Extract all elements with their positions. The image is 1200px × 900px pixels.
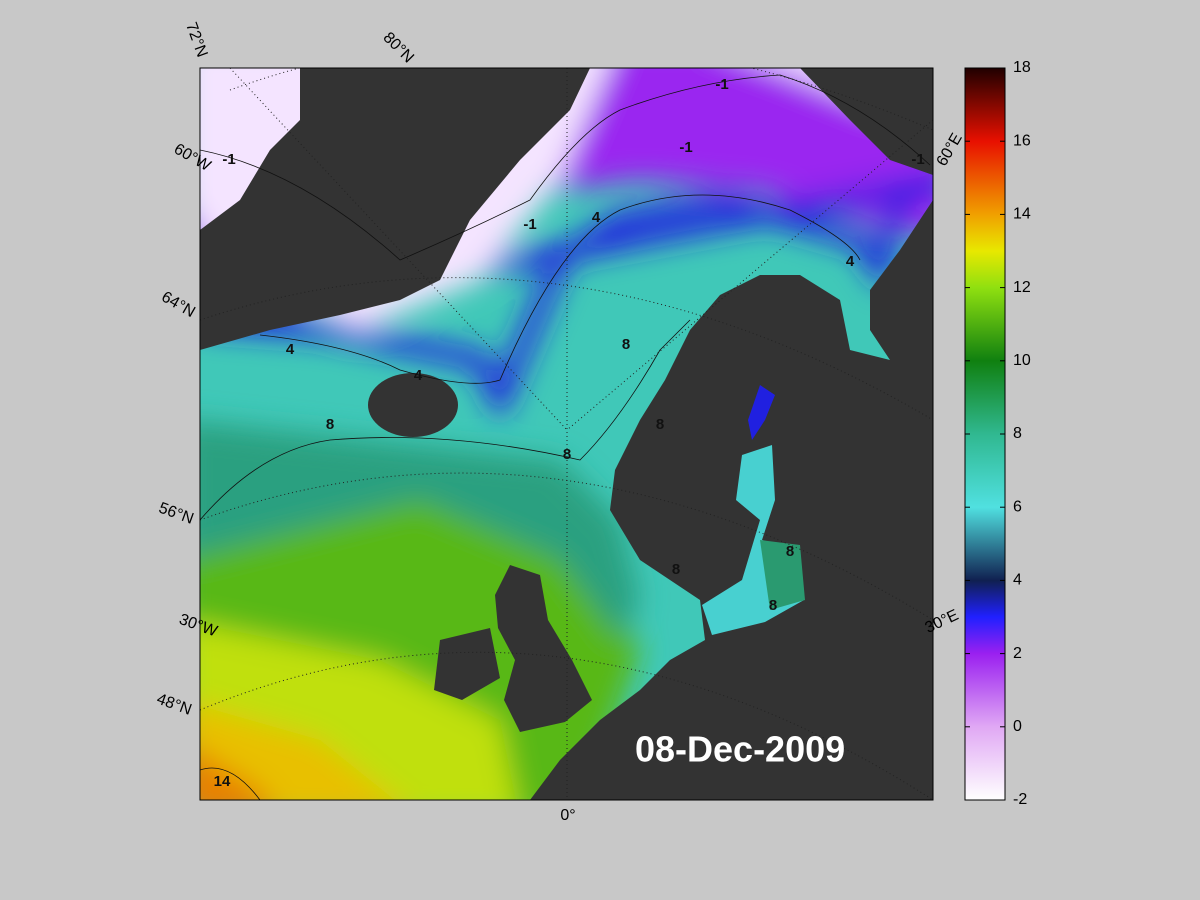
contour-label: 4 [592,209,601,226]
contour-label: 14 [214,773,231,790]
colorbar-tick-label: 6 [1013,498,1022,515]
graticule-label: 0° [560,807,575,824]
graticule-label: 64°N [158,288,197,321]
colorbar-tick-label: 16 [1013,132,1031,149]
contour-label: -1 [911,151,924,168]
colorbar-tick-label: 18 [1013,59,1031,76]
contour-label: 4 [286,341,295,358]
land [200,68,933,800]
contour-label: 8 [622,336,630,353]
contour-label: -1 [715,76,728,93]
contour-label: -1 [523,216,536,233]
colorbar-tick-label: -2 [1013,791,1027,808]
contour-label: 8 [786,543,794,560]
colorbar-tick-label: 4 [1013,572,1022,589]
contour-label: 8 [326,416,334,433]
contour-label: -1 [222,151,235,168]
contour-label: 4 [846,253,855,270]
contour-label: 4 [414,367,423,384]
graticule-label: 56°N [156,500,195,528]
gulf-of-bothnia [748,385,775,440]
map-area [200,68,933,800]
baltic-basin [760,540,805,610]
date-label: 08-Dec-2009 [635,729,845,770]
graticule-label: 72°N [182,20,210,59]
graticule-label: 60°E [934,131,966,170]
contour-label: 8 [672,561,680,578]
colorbar-tick-label: 10 [1013,352,1031,369]
colorbar-tick-label: 2 [1013,645,1022,662]
colorbar-tick-label: 12 [1013,279,1031,296]
contour-label: -1 [679,139,692,156]
colorbar [964,67,1006,801]
map-frame [199,67,934,801]
colorbar-tick-label: 8 [1013,425,1022,442]
graticule-label: 48°N [154,691,193,719]
contour-label: 8 [769,597,777,614]
graticule [200,68,933,800]
contours [200,74,931,800]
graticule-label: 80°N [380,29,417,66]
colorbar-tick-label: 14 [1013,206,1031,223]
colorbar-tick-label: 0 [1013,718,1022,735]
contour-label: 8 [563,446,571,463]
contour-label: 8 [656,416,664,433]
